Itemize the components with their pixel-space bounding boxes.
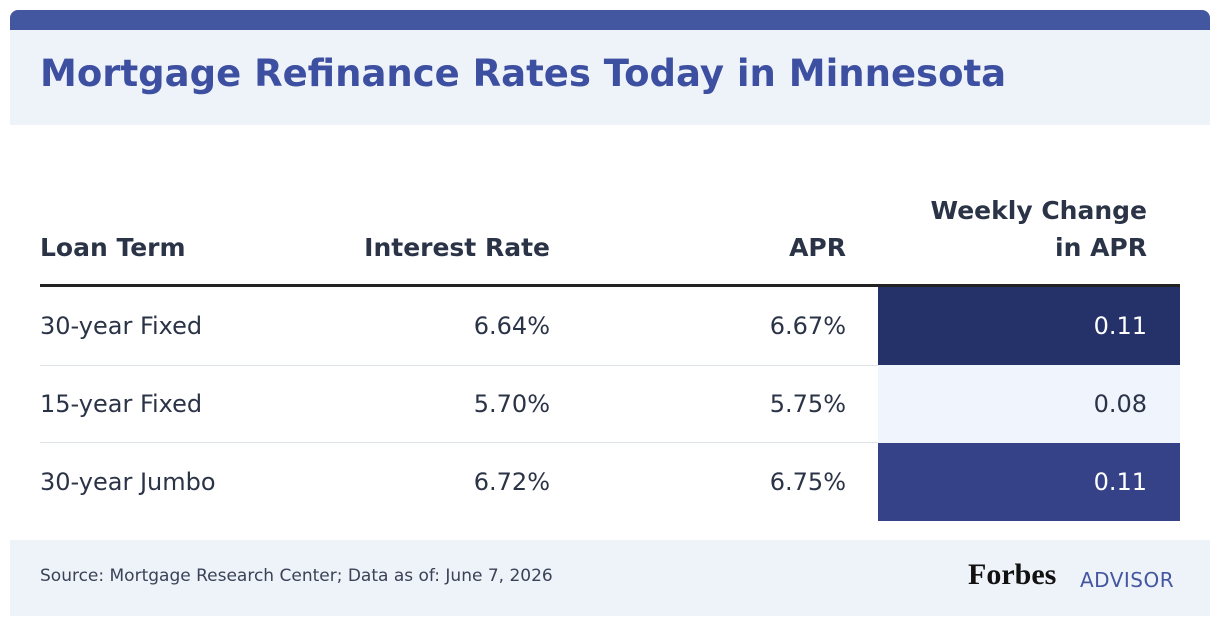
footer-band [10, 540, 1210, 616]
column-header: APR [789, 233, 846, 262]
brand-logo: Forbes [968, 558, 1057, 591]
column-header: Weekly Change in APR [930, 196, 1147, 262]
row-label: 15-year Fixed [40, 390, 203, 418]
row-label: 30-year Jumbo [40, 468, 216, 496]
cell: 0.08 [1093, 390, 1147, 418]
cell: 6.72% [473, 468, 550, 496]
row-separator [40, 442, 878, 443]
cell: 6.64% [473, 312, 550, 340]
column-header: Loan Term [40, 233, 186, 262]
row-label: 30-year Fixed [40, 312, 203, 340]
top-bar [10, 10, 1210, 32]
cell: 6.75% [769, 468, 846, 496]
change-cell-bg [878, 287, 1180, 365]
row-separator [40, 365, 878, 366]
change-cell-bg [878, 365, 1180, 443]
column-header: Interest Rate [364, 233, 550, 262]
header-rule [40, 284, 1180, 287]
cell: 6.67% [769, 312, 846, 340]
source-note: Source: Mortgage Research Center; Data a… [40, 566, 553, 586]
change-cell-bg [878, 443, 1180, 521]
title: Mortgage Refinance Rates Today in Minnes… [40, 52, 1007, 95]
brand-sub: ADVISOR [1080, 568, 1175, 592]
header-band [10, 30, 1210, 125]
cell: 0.11 [1093, 468, 1147, 496]
cell: 5.70% [473, 390, 550, 418]
cell: 5.75% [769, 390, 846, 418]
cell: 0.11 [1093, 312, 1147, 340]
